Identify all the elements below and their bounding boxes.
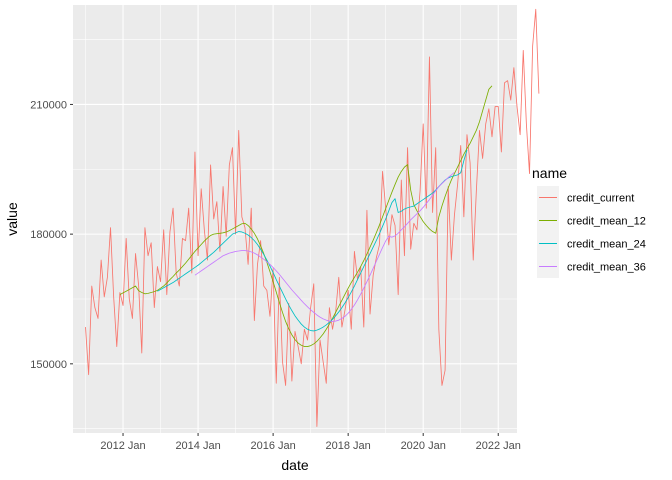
legend-label: credit_current bbox=[567, 193, 634, 205]
x-axis-title: date bbox=[281, 457, 308, 473]
series-line-credit-mean-12 bbox=[119, 85, 493, 347]
series-line-credit-mean-36 bbox=[194, 171, 455, 322]
major-gridlines bbox=[73, 5, 517, 433]
x-tick-label: 2018 Jan bbox=[326, 440, 371, 452]
plot-panel bbox=[73, 5, 517, 433]
x-axis: 2012 Jan 2014 Jan 2016 Jan 2018 Jan 2020 Jan… bbox=[100, 433, 521, 452]
legend: name credit_current credit_mean_12 credit_… bbox=[532, 165, 646, 278]
x-tick-label: 2012 Jan bbox=[100, 440, 145, 452]
series-lines bbox=[85, 8, 540, 427]
y-axis: 150000 180000 210000 bbox=[30, 99, 73, 371]
legend-label: credit_mean_24 bbox=[567, 239, 646, 251]
x-tick-label: 2016 Jan bbox=[250, 440, 295, 452]
x-tick-label: 2020 Jan bbox=[401, 440, 446, 452]
x-tick-label: 2014 Jan bbox=[175, 440, 220, 452]
x-tick-label: 2022 Jan bbox=[476, 440, 521, 452]
legend-title: name bbox=[532, 165, 567, 181]
y-tick-label: 150000 bbox=[30, 359, 67, 371]
y-axis-title: value bbox=[4, 202, 20, 236]
series-line-credit-mean-24 bbox=[157, 149, 468, 332]
legend-label: credit_mean_12 bbox=[567, 216, 646, 228]
y-tick-label: 210000 bbox=[30, 99, 67, 111]
y-tick-label: 180000 bbox=[30, 229, 67, 241]
series-line-credit-current bbox=[85, 8, 540, 427]
legend-label: credit_mean_36 bbox=[567, 262, 646, 274]
